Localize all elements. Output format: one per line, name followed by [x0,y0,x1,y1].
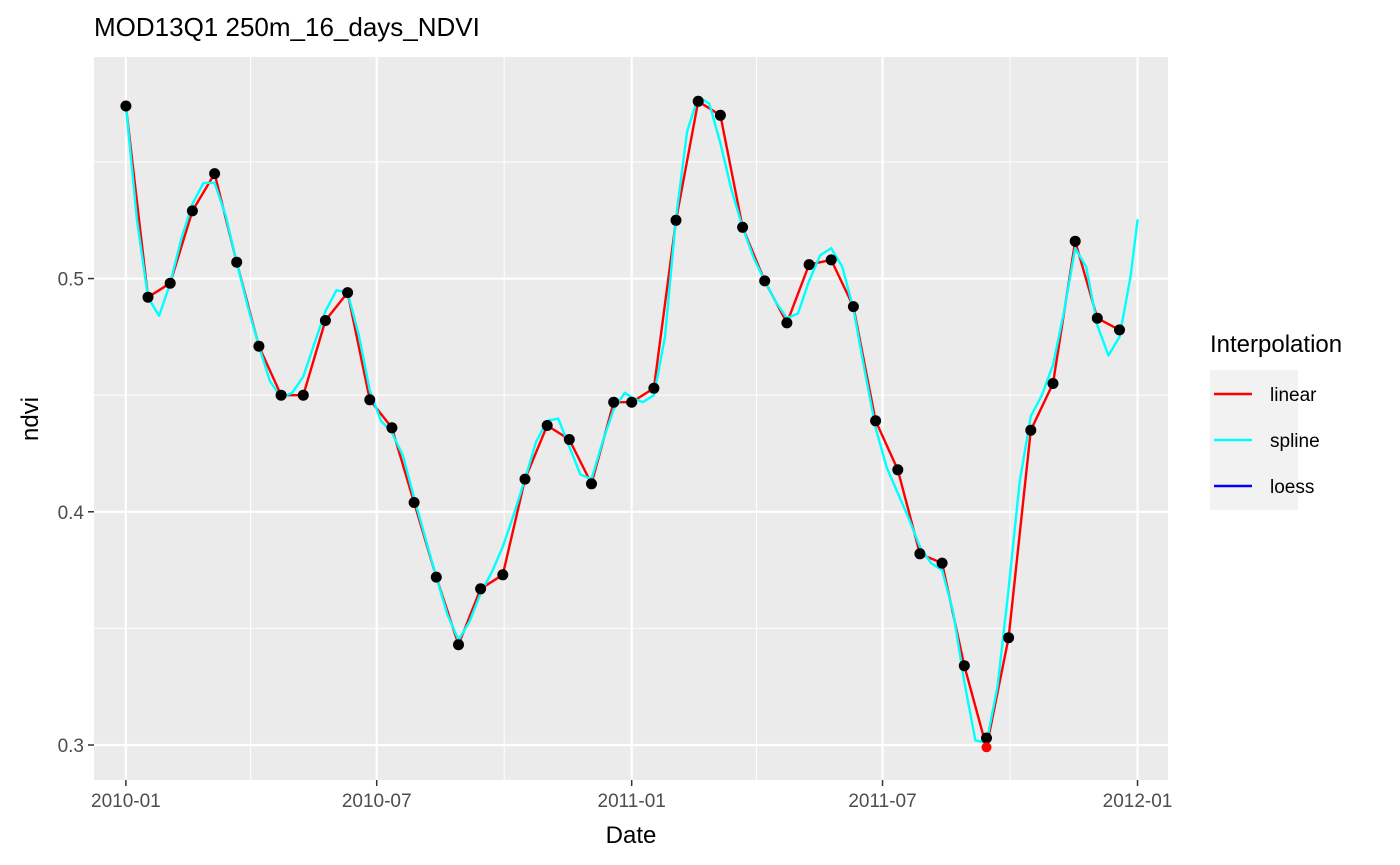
data-point [541,420,553,431]
data-point [142,291,154,303]
data-point [453,639,464,651]
data-point [1003,632,1015,644]
x-tick-label: 2010-07 [342,791,412,812]
data-point [563,434,575,445]
x-axis: 2010-01 2010-07 2011-01 2011-07 2012-01 [91,780,1172,812]
data-point [803,259,815,271]
data-point [164,277,176,289]
x-axis-title: Date [606,822,657,849]
data-point [253,340,265,352]
data-point [319,315,331,326]
x-tick-label: 2010-01 [91,791,161,812]
y-axis-title: ndvi [17,397,44,441]
data-point [892,464,904,476]
legend-label-spline: spline [1270,431,1320,452]
data-point [1047,378,1059,389]
data-point [626,396,638,408]
data-point [714,109,726,121]
data-point [342,287,354,299]
linear-min-point [981,742,992,753]
data-point [209,168,221,180]
data-point [759,275,771,287]
legend: Interpolation linear spline loess [1210,331,1342,510]
points-layer [120,95,1125,753]
grid-major [94,57,1168,780]
data-point [958,660,970,672]
data-point [519,473,531,485]
data-point [781,317,793,329]
data-point [936,557,948,569]
data-point [1025,424,1037,436]
x-tick-label: 2012-01 [1103,791,1173,812]
data-point [386,422,398,434]
data-point [1091,312,1103,324]
data-point [670,214,682,226]
data-point [586,478,597,490]
data-point [120,100,132,112]
data-point [981,732,992,744]
data-point [475,583,487,595]
data-point [1114,324,1125,336]
data-point [408,497,420,508]
legend-entries: linear spline loess [1210,370,1320,510]
data-point [870,415,882,427]
y-tick-label: 0.5 [58,270,84,291]
data-point [186,205,198,217]
data-point [737,221,749,233]
y-tick-label: 0.4 [58,503,85,524]
data-point [497,569,509,581]
y-axis: 0.3 0.4 0.5 [58,270,94,757]
data-point [692,95,704,107]
y-tick-label: 0.3 [58,736,84,757]
chart-title: MOD13Q1 250m_16_days_NDVI [94,12,480,42]
x-tick-label: 2011-07 [848,791,916,812]
legend-label-loess: loess [1270,477,1314,498]
data-point [825,254,837,266]
legend-title: Interpolation [1210,331,1342,358]
data-point [430,571,442,583]
legend-label-linear: linear [1270,385,1317,406]
data-point [608,396,620,408]
data-point [364,394,376,406]
data-point [297,389,309,401]
x-tick-label: 2011-01 [598,791,666,812]
data-point [914,548,926,560]
data-point [275,389,287,401]
data-point [231,256,243,268]
data-point [1069,235,1081,247]
data-point [648,382,660,394]
data-point [847,301,859,313]
